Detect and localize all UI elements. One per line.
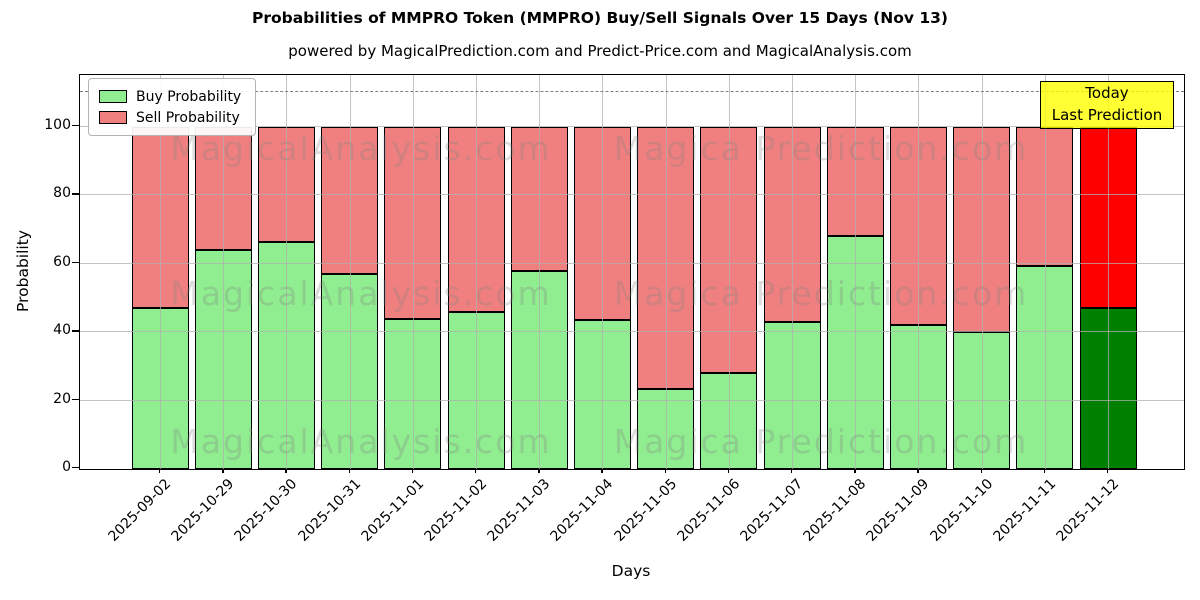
y-tick-mark: [72, 467, 79, 469]
x-tick-mark: [854, 468, 856, 473]
dashed-threshold-line: [80, 91, 1184, 93]
gridline-horizontal: [80, 331, 1184, 333]
chart-subtitle: powered by MagicalPrediction.com and Pre…: [288, 42, 912, 60]
gridline-vertical: [792, 75, 793, 469]
x-tick-mark: [791, 468, 793, 473]
gridline-vertical: [855, 75, 857, 469]
gridline-vertical: [223, 75, 225, 469]
legend-buy-label: Buy Probability: [136, 88, 242, 105]
y-tick-label: 40: [53, 322, 71, 339]
plot-area: MagicalAnalysis.com Magica Prediction.co…: [79, 74, 1185, 470]
gridline-vertical: [665, 75, 667, 469]
gridline-vertical: [728, 75, 730, 469]
x-tick-mark: [159, 468, 161, 473]
legend-item-sell: Sell Probability: [99, 107, 241, 128]
annotation-line1: Today: [1085, 84, 1129, 103]
y-tick-label: 60: [53, 253, 71, 270]
gridline-vertical: [1108, 75, 1109, 469]
y-tick-label: 20: [53, 390, 71, 407]
y-tick-label: 80: [53, 185, 71, 202]
annotation-line2: Last Prediction: [1051, 106, 1163, 124]
y-tick-mark: [72, 125, 79, 127]
x-tick-mark: [917, 468, 919, 473]
gridline-vertical: [349, 75, 351, 469]
y-tick-mark: [72, 193, 79, 195]
gridline-horizontal: [80, 399, 1184, 401]
y-tick-mark: [72, 330, 79, 332]
gridline-horizontal: [80, 194, 1184, 196]
gridline-vertical: [918, 75, 920, 469]
x-tick-mark: [980, 468, 982, 473]
x-tick-mark: [285, 468, 287, 473]
legend: Buy Probability Sell Probability: [88, 78, 257, 136]
x-tick-mark: [411, 468, 414, 473]
gridline-vertical: [476, 75, 477, 469]
gridline-horizontal: [80, 262, 1184, 264]
y-tick-mark: [72, 398, 79, 400]
y-axis-label: Probability: [14, 230, 32, 312]
x-tick-mark: [222, 468, 224, 473]
gridline-vertical: [412, 75, 414, 469]
today-annotation-box: Today Last Prediction: [1040, 81, 1174, 129]
x-tick-mark: [727, 468, 730, 473]
legend-item-buy: Buy Probability: [99, 86, 241, 107]
gridline-vertical: [160, 75, 161, 469]
chart-title: Probabilities of MMPRO Token (MMPRO) Buy…: [251, 9, 949, 27]
gridline-horizontal: [80, 126, 1184, 127]
x-tick-mark: [348, 468, 350, 473]
gridline-vertical: [602, 75, 604, 469]
x-tick-mark: [1107, 468, 1109, 473]
legend-buy-swatch: [99, 90, 127, 103]
legend-sell-swatch: [99, 111, 127, 124]
x-tick-mark: [664, 468, 666, 473]
x-axis-label: Days: [611, 562, 651, 580]
y-tick-mark: [72, 261, 79, 264]
y-tick-label: 0: [62, 459, 71, 475]
gridline-vertical: [1044, 75, 1046, 469]
x-tick-mark: [601, 468, 603, 473]
gridline-vertical: [286, 75, 288, 469]
x-tick-mark: [538, 468, 540, 473]
gridline-vertical: [539, 75, 541, 469]
x-tick-mark: [475, 468, 477, 473]
x-tick-mark: [1043, 468, 1046, 473]
y-tick-label: 100: [44, 117, 71, 133]
gridline-vertical: [981, 75, 983, 469]
legend-sell-label: Sell Probability: [136, 109, 240, 126]
